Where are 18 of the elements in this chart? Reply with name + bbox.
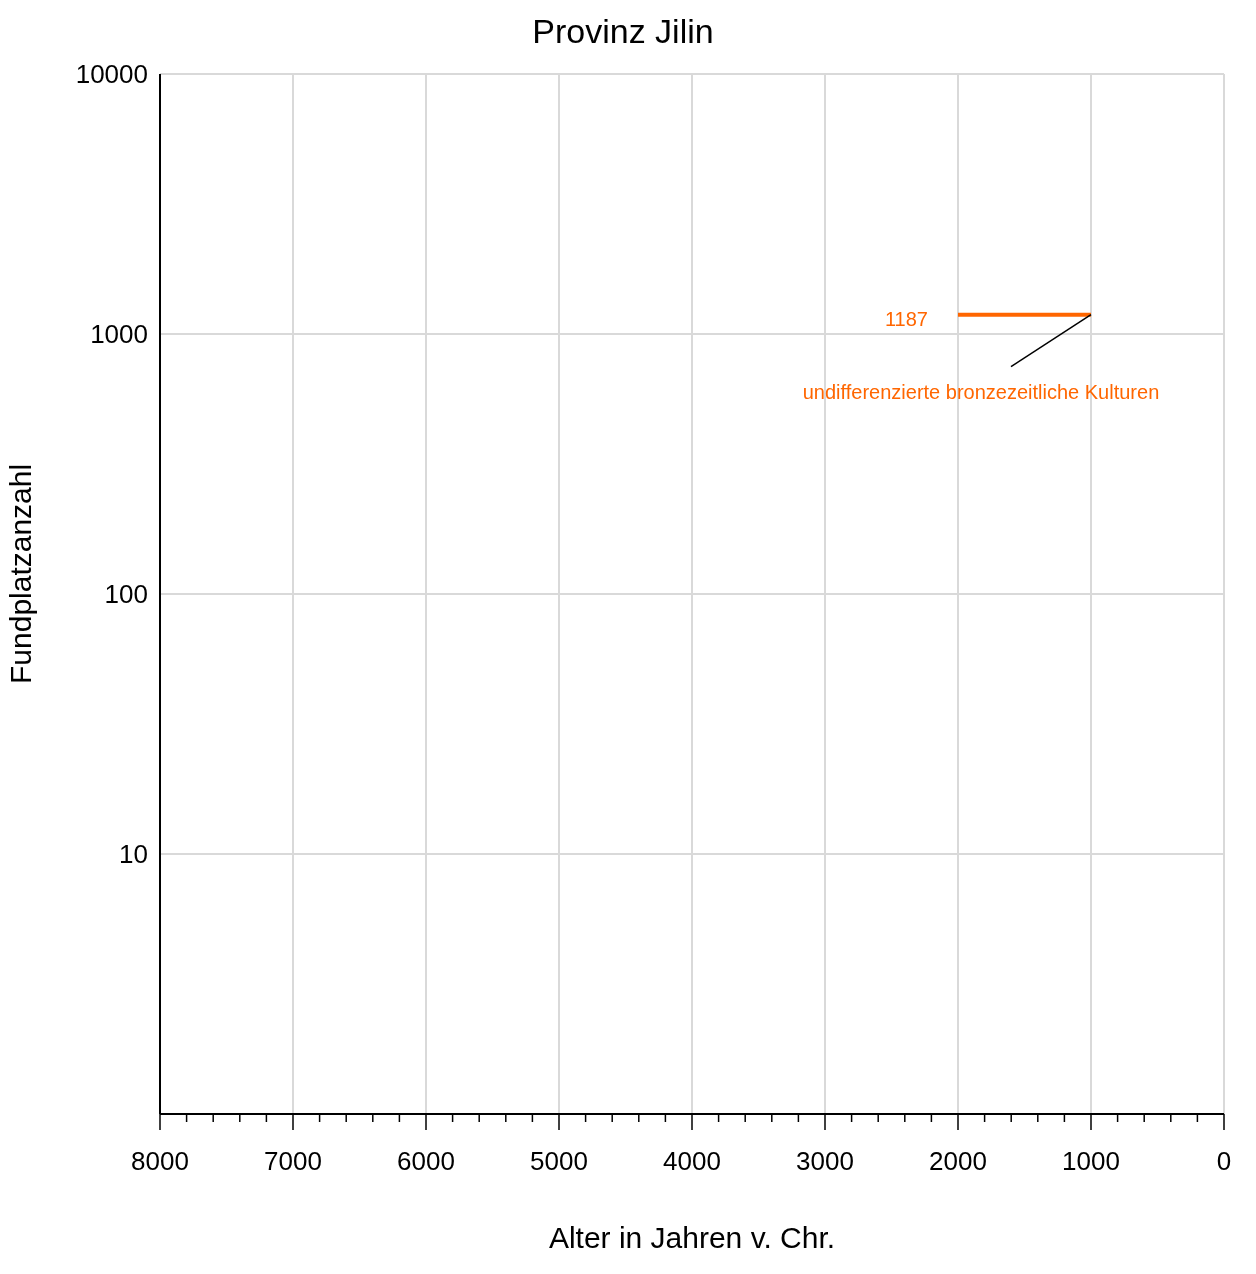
x-tick-label: 0 (1216, 1146, 1232, 1176)
annotation: undifferenzierte bronzezeitliche Kulturen (802, 380, 1160, 403)
x-tick-label: 8000 (131, 1146, 189, 1176)
x-tick-label: 5000 (530, 1146, 588, 1176)
chart-title: Provinz Jilin (531, 12, 715, 51)
x-tick-label: 4000 (663, 1146, 721, 1176)
y-tick-label: 10000 (75, 59, 148, 89)
x-tick-label: 3000 (796, 1146, 854, 1176)
x-tick-label: 2000 (929, 1146, 987, 1176)
x-tick-label: 6000 (397, 1146, 455, 1176)
y-tick-label: 100 (104, 579, 148, 609)
x-tick-label: 1000 (1062, 1146, 1120, 1176)
y-tick-label: 10 (119, 839, 148, 869)
x-axis-title: Alter in Jahren v. Chr. (548, 1221, 836, 1254)
data-label: 1187 (884, 307, 928, 330)
y-axis-title: Fundplatzanzahl (3, 463, 37, 684)
y-tick-label: 1000 (90, 319, 148, 349)
x-tick-label: 7000 (264, 1146, 322, 1176)
